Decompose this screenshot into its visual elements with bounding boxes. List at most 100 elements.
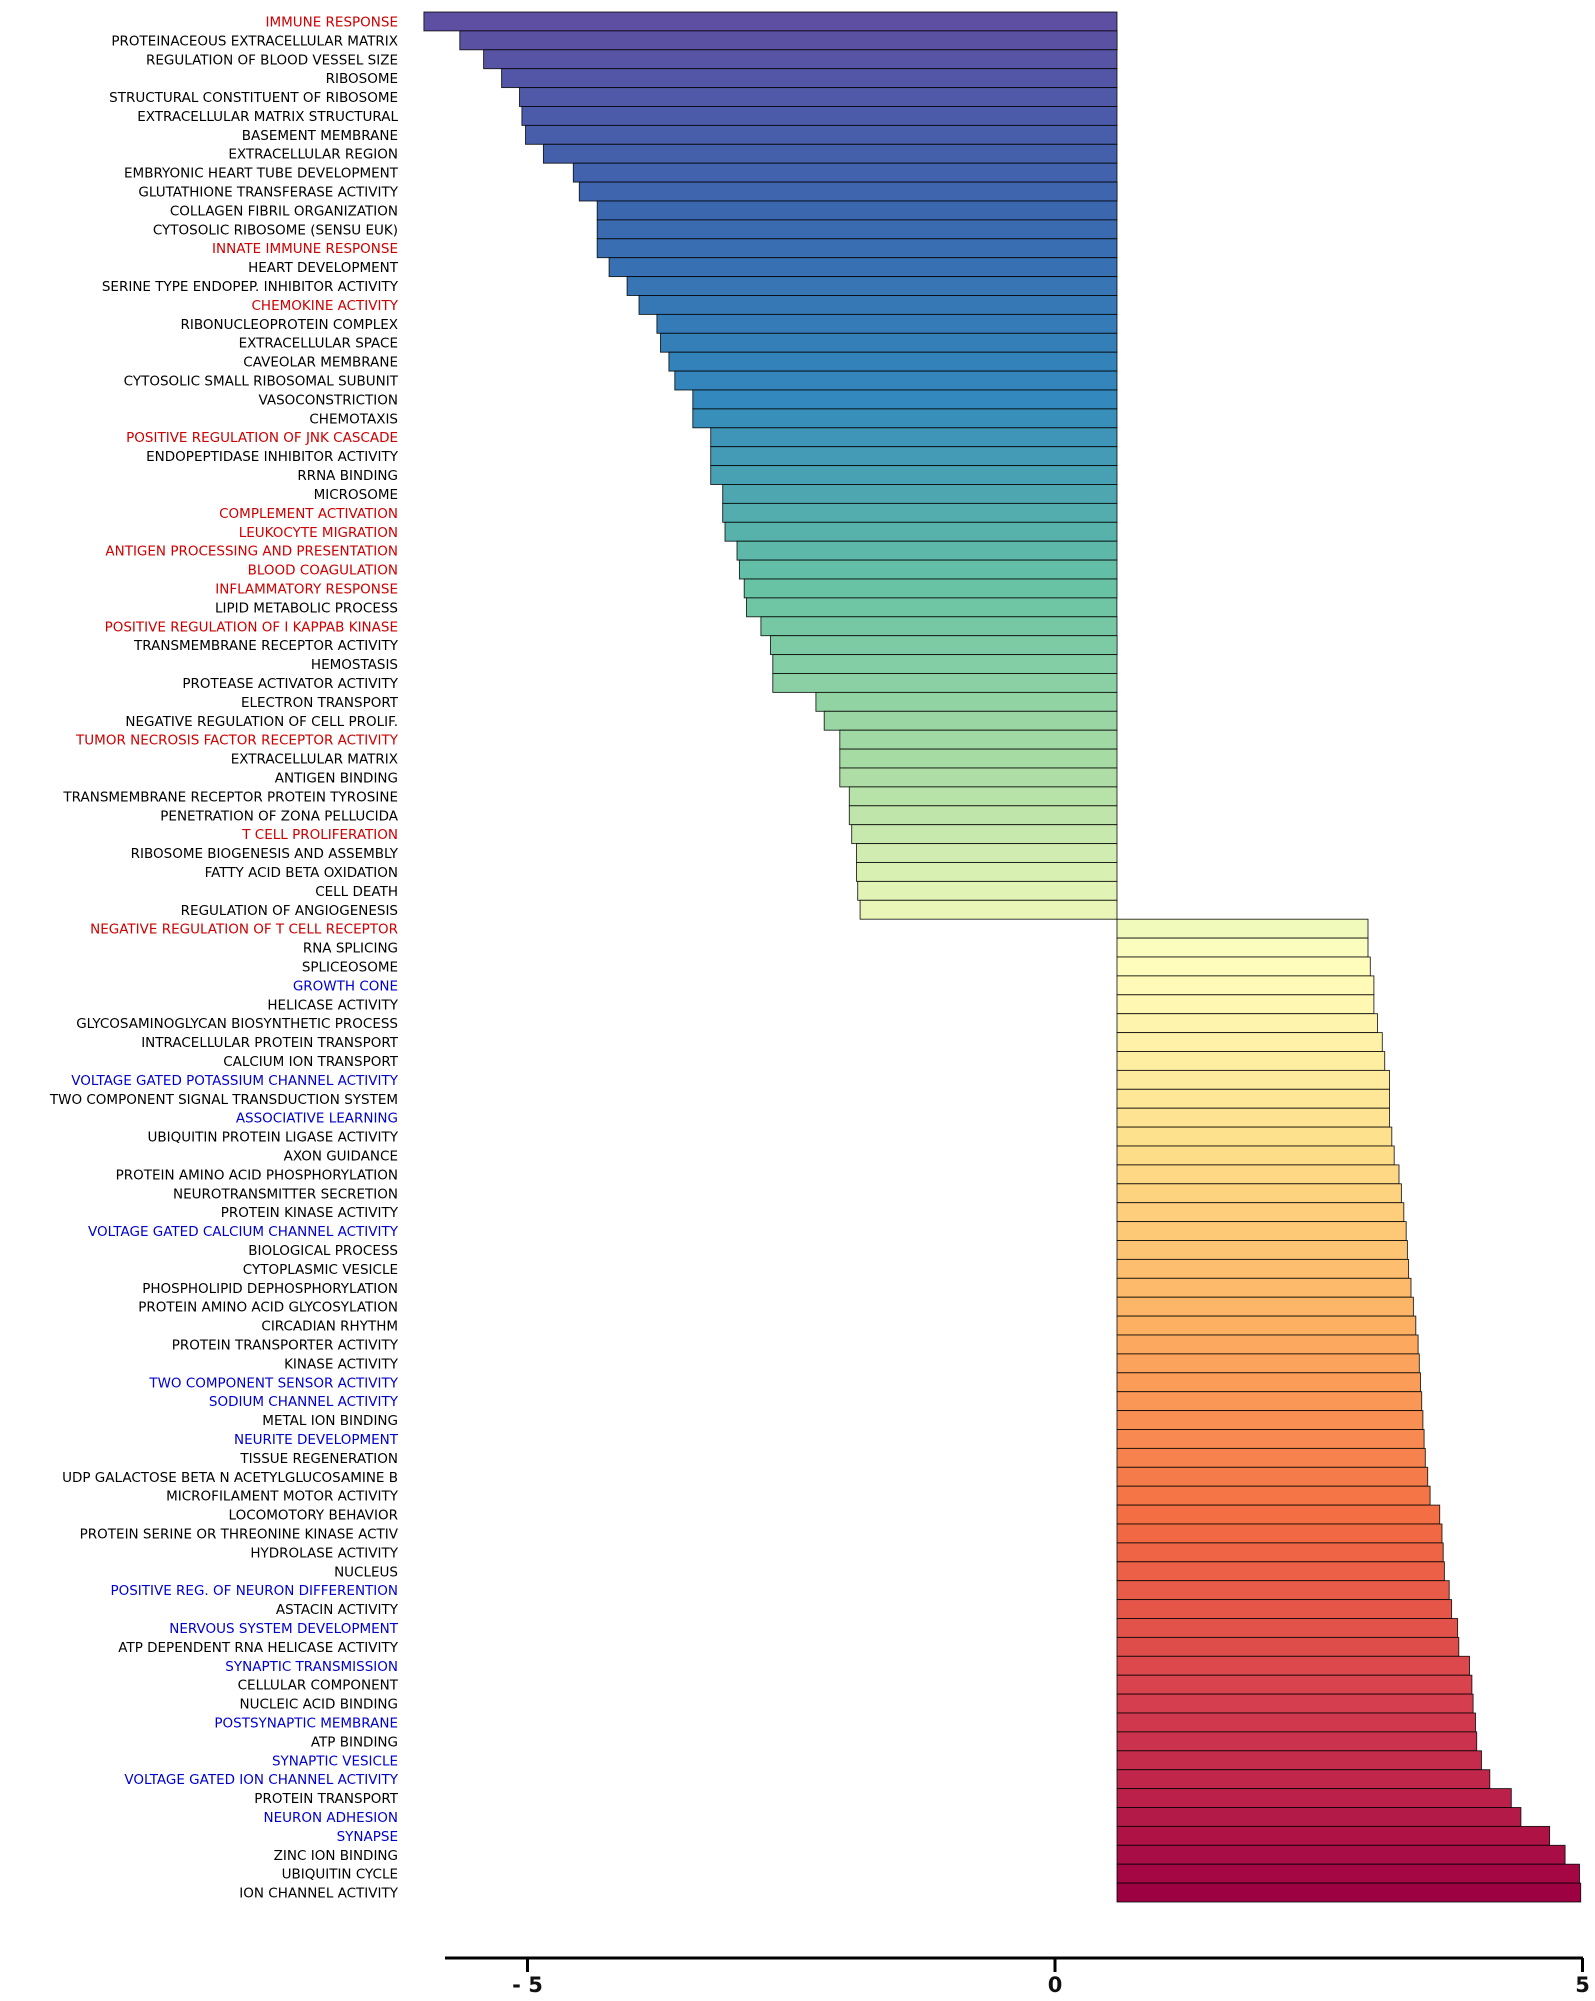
- category-label: ATP DEPENDENT RNA HELICASE ACTIVITY: [118, 1640, 398, 1656]
- category-label: ELECTRON TRANSPORT: [241, 695, 399, 711]
- bar: [525, 124, 1118, 145]
- bar: [772, 673, 1118, 693]
- bar: [459, 30, 1118, 51]
- category-label: NEUROTRANSMITTER SECRETION: [173, 1186, 398, 1202]
- bar: [839, 767, 1118, 788]
- category-label: NEGATIVE REGULATION OF CELL PROLIF.: [125, 714, 398, 730]
- category-label: MICROFILAMENT MOTOR ACTIVITY: [166, 1489, 399, 1505]
- bar: [1116, 1183, 1402, 1204]
- category-label: LEUKOCYTE MIGRATION: [239, 525, 398, 541]
- bar: [1116, 1032, 1383, 1052]
- category-label: SYNAPTIC VESICLE: [272, 1753, 398, 1769]
- category-label: ASTACIN ACTIVITY: [276, 1602, 399, 1618]
- bar: [823, 710, 1118, 731]
- bar: [722, 502, 1118, 523]
- bar: [1116, 1221, 1407, 1241]
- bar: [1116, 1145, 1395, 1166]
- bar: [578, 181, 1118, 202]
- category-label: TISSUE REGENERATION: [239, 1451, 398, 1467]
- category-label: POSITIVE REGULATION OF I KAPPAB KINASE: [105, 619, 398, 635]
- category-label: NUCLEUS: [334, 1564, 398, 1580]
- bar: [1116, 1674, 1473, 1695]
- bar: [1116, 1107, 1390, 1128]
- category-label: PROTEIN SERINE OR THREONINE KINASE ACTIV: [80, 1527, 399, 1543]
- bar: [1116, 1296, 1414, 1317]
- bar: [1116, 1391, 1423, 1412]
- bar: [1116, 1750, 1482, 1771]
- bar: [743, 578, 1118, 599]
- bar: [857, 880, 1118, 901]
- bar: [542, 143, 1118, 164]
- category-label: ANTIGEN PROCESSING AND PRESENTATION: [105, 544, 398, 560]
- category-label: EXTRACELLULAR MATRIX STRUCTURAL: [137, 109, 398, 125]
- category-label: CELL DEATH: [315, 884, 398, 900]
- bar: [423, 11, 1118, 32]
- category-label: ASSOCIATIVE LEARNING: [236, 1111, 398, 1127]
- category-label: TWO COMPONENT SENSOR ACTIVITY: [148, 1375, 398, 1391]
- category-label: INTRACELLULAR PROTEIN TRANSPORT: [141, 1035, 399, 1051]
- bar: [1116, 1731, 1478, 1752]
- category-label: T CELL PROLIFERATION: [241, 827, 398, 843]
- category-label: PROTEIN AMINO ACID GLYCOSYLATION: [138, 1300, 398, 1316]
- bar: [1116, 1013, 1378, 1034]
- bar: [1116, 1844, 1566, 1865]
- category-label: GLUTATHIONE TRANSFERASE ACTIVITY: [138, 185, 398, 201]
- bar: [572, 162, 1118, 183]
- bar: [1116, 1788, 1512, 1808]
- bar: [856, 843, 1118, 863]
- category-label: RIBOSOME BIOGENESIS AND ASSEMBLY: [131, 846, 399, 862]
- bar: [1116, 1636, 1460, 1657]
- bar: [1116, 975, 1375, 996]
- bar: [1116, 1126, 1393, 1147]
- bar: [501, 68, 1118, 89]
- category-label: NUCLEIC ACID BINDING: [239, 1697, 398, 1713]
- bar: [1116, 1353, 1420, 1374]
- category-label: CHEMOKINE ACTIVITY: [252, 298, 399, 314]
- category-label: ION CHANNEL ACTIVITY: [239, 1886, 398, 1902]
- bar: [1116, 1825, 1551, 1846]
- bar: [1116, 1202, 1405, 1223]
- category-label: LIPID METABOLIC PROCESS: [215, 600, 398, 616]
- bar: [1116, 1655, 1470, 1676]
- bar: [1116, 1863, 1580, 1884]
- bar: [1116, 956, 1371, 977]
- category-label: EXTRACELLULAR REGION: [228, 147, 398, 163]
- category-label: UBIQUITIN CYCLE: [282, 1867, 398, 1883]
- bar: [1116, 1164, 1400, 1185]
- bar: [1116, 1410, 1424, 1430]
- bar: [770, 635, 1118, 656]
- bar: [1116, 1693, 1474, 1714]
- bar: [738, 559, 1118, 580]
- bar: [1116, 1051, 1386, 1071]
- category-label: KINASE ACTIVITY: [284, 1356, 399, 1372]
- bar: [851, 824, 1118, 845]
- category-label: UDP GALACTOSE BETA N ACETYLGLUCOSAMINE B: [62, 1470, 398, 1486]
- bar: [1116, 1315, 1417, 1336]
- category-label: AXON GUIDANCE: [284, 1149, 398, 1165]
- category-label: CYTOSOLIC SMALL RIBOSOMAL SUBUNIT: [124, 374, 399, 390]
- bar: [760, 616, 1118, 637]
- bar: [638, 295, 1118, 315]
- category-label: PROTEIN TRANSPORT: [254, 1791, 398, 1807]
- category-label: BASEMENT MEMBRANE: [242, 128, 398, 144]
- bar: [1116, 1542, 1444, 1563]
- category-label: PROTEASE ACTIVATOR ACTIVITY: [182, 676, 398, 692]
- bar: [668, 351, 1118, 372]
- x-tick-label: 5: [1575, 1973, 1590, 1997]
- category-label: REGULATION OF BLOOD VESSEL SIZE: [146, 52, 398, 68]
- category-label: STRUCTURAL CONSTITUENT OF RIBOSOME: [109, 90, 398, 106]
- category-label: CELLULAR COMPONENT: [238, 1678, 399, 1694]
- bar: [674, 370, 1118, 391]
- category-label: CAVEOLAR MEMBRANE: [243, 355, 398, 371]
- category-label: VOLTAGE GATED ION CHANNEL ACTIVITY: [124, 1772, 398, 1788]
- bar: [1116, 1504, 1441, 1525]
- category-label: PROTEIN KINASE ACTIVITY: [221, 1205, 399, 1221]
- category-label: ZINC ION BINDING: [274, 1848, 398, 1864]
- bar: [1116, 1334, 1419, 1355]
- category-label: NEURON ADHESION: [264, 1810, 399, 1826]
- category-label: SPLICEOSOME: [302, 959, 398, 975]
- category-label: POSTSYNAPTIC MEMBRANE: [214, 1715, 398, 1731]
- bar: [483, 49, 1118, 70]
- category-label: CHEMOTAXIS: [309, 411, 398, 427]
